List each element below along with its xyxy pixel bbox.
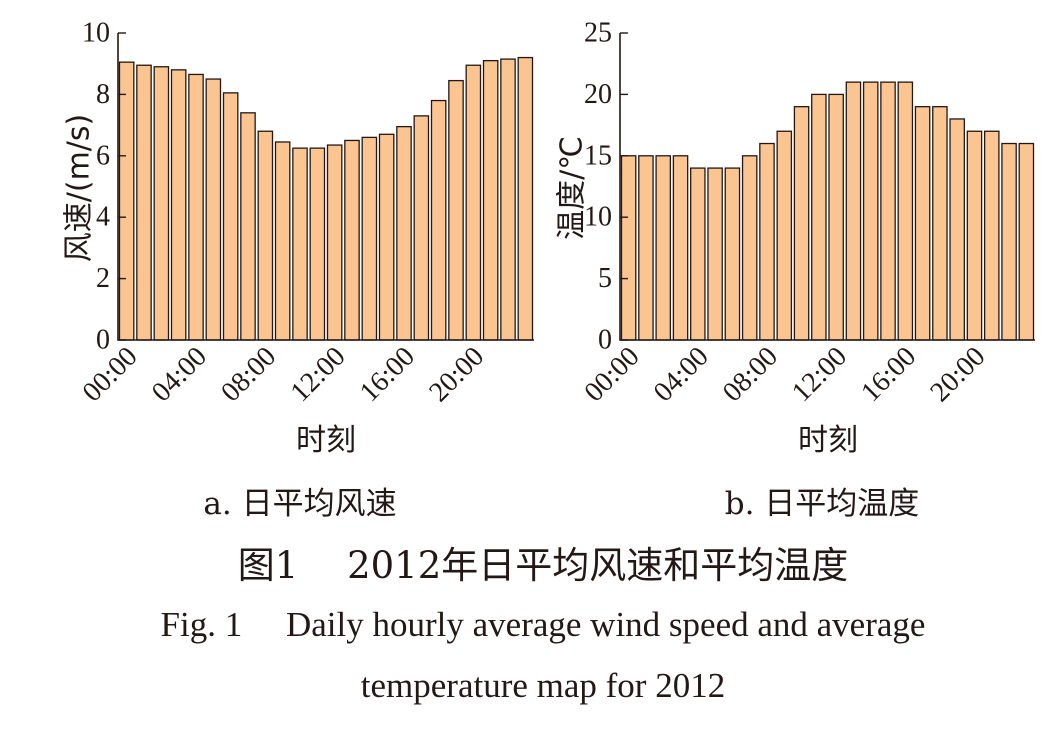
temperature-bar-0800 (759, 142, 775, 341)
temperature-bar-0300 (672, 155, 689, 341)
wind-speed-bar-0200 (153, 66, 170, 341)
temperature-bar-0200 (655, 155, 672, 341)
wind-speed-bar-1200 (326, 144, 343, 341)
temperature-bar-1700 (914, 106, 931, 341)
temperature-y-tick-label: 5 (598, 263, 612, 294)
temperature-bar-0000 (620, 155, 637, 341)
temperature-bar-0900 (776, 130, 793, 341)
temperature-bar-0600 (724, 167, 741, 341)
temperature-y-tick-label: 0 (598, 325, 612, 356)
figure-caption-en-line1: Fig. 1 Daily hourly average wind speed a… (161, 605, 926, 644)
temperature-bar-2000 (966, 130, 983, 341)
temperature-bar-2100 (983, 130, 1000, 341)
wind-speed-x-tick-label: 04:00 (146, 341, 213, 408)
wind-speed-x-tick-label: 20:00 (423, 341, 490, 408)
temperature-bar-1900 (949, 118, 965, 341)
wind-speed-bars (118, 56, 534, 341)
wind-speed-y-tick-label: 8 (96, 79, 110, 110)
wind-speed-x-ticks: 00:00 04:00 08:00 12:00 16:00 20:00 (77, 341, 491, 408)
temperature-bar-0400 (690, 167, 706, 341)
temperature-bar-1000 (793, 106, 810, 341)
wind-speed-bar-1600 (396, 125, 412, 341)
wind-speed-x-tick-label: 00:00 (77, 341, 144, 408)
chart-wind-speed: 0 2 4 6 8 10 00:00 04:00 08:00 12:00 16:00 20:00 风… (62, 18, 534, 522)
wind-speed-y-axis-label: 风速/(m/s) (62, 114, 97, 262)
wind-speed-bar-1100 (309, 147, 326, 341)
temperature-x-tick-label: 20:00 (924, 341, 991, 408)
chart-temperature: 0 5 10 15 20 25 00:00 04:00 08:00 12:00 16:00 20:0… (555, 18, 1035, 522)
wind-speed-y-tick-label: 2 (96, 263, 110, 294)
figure-caption-cn: 图1 2012年日平均风速和平均温度 (238, 544, 848, 587)
wind-speed-bar-1000 (292, 147, 308, 341)
wind-speed-bar-0500 (205, 78, 222, 341)
temperature-x-tick-label: 16:00 (855, 341, 922, 408)
wind-speed-bar-1500 (378, 133, 395, 341)
temperature-bars (620, 81, 1035, 341)
temperature-bar-1300 (845, 81, 862, 341)
temperature-subtitle: b. 日平均温度 (725, 486, 920, 522)
temperature-bar-0700 (741, 155, 758, 341)
wind-speed-bar-2200 (500, 58, 516, 341)
temperature-x-tick-label: 04:00 (648, 341, 715, 408)
temperature-bar-1400 (862, 81, 879, 341)
temperature-bar-1200 (828, 93, 844, 341)
wind-speed-bar-0800 (257, 130, 274, 341)
wind-speed-x-tick-label: 16:00 (354, 341, 421, 408)
wind-speed-axes (117, 33, 534, 341)
wind-speed-bar-0300 (170, 69, 187, 341)
temperature-y-tick-label: 15 (584, 140, 612, 171)
wind-speed-bar-1900 (448, 79, 464, 341)
wind-speed-bar-2300 (517, 56, 534, 341)
wind-speed-y-tick-label: 6 (96, 140, 110, 171)
temperature-bar-1800 (932, 106, 948, 341)
temperature-bar-0500 (707, 167, 723, 341)
wind-speed-bar-0100 (136, 64, 152, 341)
wind-speed-bar-0600 (222, 92, 239, 341)
temperature-x-tick-label: 12:00 (786, 341, 853, 408)
temperature-bar-1100 (811, 93, 827, 341)
temperature-y-axis-label: 温度/℃ (555, 136, 590, 240)
wind-speed-subtitle: a. 日平均风速 (203, 486, 396, 522)
wind-speed-bar-1400 (361, 136, 378, 341)
wind-speed-y-tick-label: 10 (82, 18, 110, 49)
temperature-x-ticks: 00:00 04:00 08:00 12:00 16:00 20:00 (579, 341, 992, 408)
wind-speed-bar-1800 (430, 99, 447, 341)
temperature-y-tick-label: 25 (584, 18, 612, 49)
wind-speed-x-axis-label: 时刻 (296, 423, 356, 458)
temperature-x-tick-label: 00:00 (579, 341, 646, 408)
temperature-y-ticks: 0 5 10 15 20 25 (584, 18, 628, 356)
wind-speed-bar-0900 (274, 141, 291, 341)
wind-speed-bar-0000 (118, 61, 135, 341)
temperature-x-axis-label: 时刻 (798, 423, 858, 458)
temperature-bar-2200 (1001, 142, 1017, 341)
wind-speed-y-tick-label: 0 (96, 325, 110, 356)
wind-speed-bar-0400 (188, 73, 204, 341)
wind-speed-y-ticks: 0 2 4 6 8 10 (82, 18, 126, 356)
temperature-y-tick-label: 20 (584, 79, 612, 110)
wind-speed-x-tick-label: 08:00 (215, 341, 282, 408)
wind-speed-bar-1700 (413, 115, 430, 341)
temperature-bar-0100 (638, 155, 654, 341)
temperature-y-tick-label: 10 (584, 202, 612, 233)
wind-speed-bar-2100 (482, 59, 499, 341)
temperature-bar-2300 (1018, 142, 1035, 341)
wind-speed-y-tick-label: 4 (96, 202, 110, 233)
temperature-x-tick-label: 08:00 (717, 341, 784, 408)
wind-speed-x-tick-label: 12:00 (285, 341, 352, 408)
temperature-bar-1500 (880, 81, 896, 341)
temperature-bar-1600 (897, 81, 914, 341)
temperature-axes (619, 33, 1035, 341)
wind-speed-bar-2000 (465, 64, 482, 341)
figure-caption-en-line2: temperature map for 2012 (361, 666, 725, 705)
wind-speed-bar-0700 (240, 112, 256, 341)
wind-speed-bar-1300 (344, 139, 360, 341)
